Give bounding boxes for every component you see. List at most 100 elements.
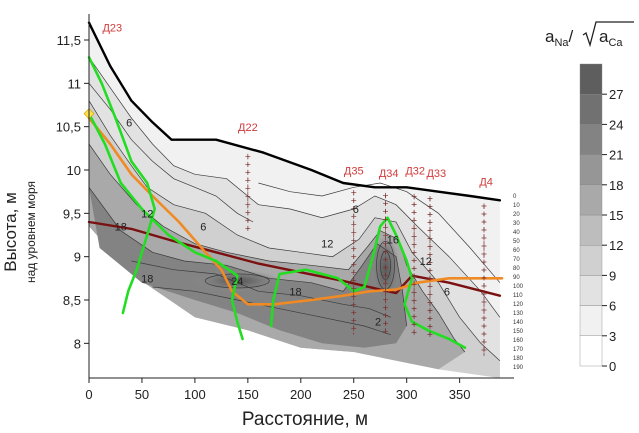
sample-cross-icon (245, 201, 251, 207)
sample-cross-icon (351, 213, 357, 219)
sample-cross-icon (351, 189, 357, 195)
depth-scale-label: 40 (513, 230, 520, 236)
site-label-Д32: Д32 (405, 165, 425, 177)
colorbar-tick-label: 21 (609, 148, 623, 163)
sample-cross-icon (411, 265, 417, 271)
y-tick-label: 11 (68, 76, 82, 91)
contour-value-label: 6 (126, 117, 132, 129)
sample-cross-icon (481, 243, 487, 249)
sample-cross-icon (383, 312, 389, 318)
y-tick-label: 10,5 (56, 120, 81, 135)
sample-cross-icon (411, 249, 417, 255)
depth-scale-label: 130 (513, 311, 524, 317)
sample-cross-icon (383, 192, 389, 198)
sample-cross-icon (351, 197, 357, 203)
sample-cross-icon (481, 315, 487, 321)
sample-cross-icon (427, 220, 433, 226)
sample-cross-icon (481, 347, 487, 353)
depth-scale-label: 100 (513, 284, 524, 290)
contour-line-8 (152, 286, 391, 336)
depth-scale-label: 0 (513, 194, 517, 200)
site-label-Д4: Д4 (479, 177, 493, 189)
sample-cross-icon (351, 325, 357, 331)
sqrt-sign-icon (582, 21, 634, 48)
series-green-line-2 (87, 112, 244, 341)
colorbar-step (579, 244, 603, 276)
sample-cross-icon (383, 288, 389, 294)
colorbar-title-sub2: Ca (608, 37, 623, 49)
sample-cross-icon (411, 241, 417, 247)
sample-cross-icon (351, 261, 357, 267)
sample-cross-icon (411, 281, 417, 287)
sample-cross-icon (427, 292, 433, 298)
y-axis-ticks: 8 8,5 9 9,5 10 10,5 11 11,5 (56, 33, 89, 351)
colorbar-step (579, 93, 603, 125)
colorbar-tick-label: 0 (609, 359, 616, 374)
depth-scale-label: 180 (513, 356, 524, 362)
contour-line-7 (131, 260, 391, 318)
sample-cross-icon (427, 332, 433, 338)
sample-cross-icon (411, 313, 417, 319)
sample-cross-icon (411, 217, 417, 223)
x-tick-label: 200 (290, 387, 312, 402)
sample-cross-icon (351, 229, 357, 235)
x-tick-label: 50 (135, 387, 149, 402)
x-tick-label: 150 (237, 387, 259, 402)
colorbar-title: aNa/ aCa (545, 21, 634, 49)
concentration-field (89, 22, 500, 378)
x-axis-ticks: 0 50 100 150 200 250 300 350 (85, 378, 470, 402)
colorbar-tick-label: 27 (609, 87, 623, 102)
sample-cross-icon (383, 320, 389, 326)
sample-cross-icon (481, 227, 487, 233)
contour-value-label: 24 (231, 276, 243, 288)
sample-cross-icon (351, 253, 357, 259)
colorbar-title-a2: a (599, 27, 609, 46)
sample-cross-icon (427, 260, 433, 266)
sample-cross-icon (481, 331, 487, 337)
contour-value-label: 16 (387, 234, 399, 246)
sample-cross-icon (411, 257, 417, 263)
sample-cross-icon (427, 228, 433, 234)
sample-cross-icon (383, 296, 389, 302)
colorbar-tick-label: 3 (609, 329, 616, 344)
depth-scale-label: 170 (513, 347, 524, 353)
sample-cross-icon (427, 308, 433, 314)
sample-cross-icon (383, 256, 389, 262)
y-axis-subtitle: над уровнем моря (24, 181, 38, 283)
borehole-sites: Д23 Д22 Д35 Д34 Д32 Д33 Д4 0 10 20 30 40 50 60 70 80 90 1… (102, 22, 523, 371)
sample-cross-icon (481, 251, 487, 257)
sample-cross-icon (481, 267, 487, 273)
sample-cross-icon (383, 224, 389, 230)
contour-value-label: 2 (375, 317, 381, 329)
colorbar-tick-label: 9 (609, 268, 616, 283)
sample-cross-icon (411, 305, 417, 311)
contour-value-label: 6 (444, 286, 450, 298)
contour-value-label: 12 (321, 239, 333, 251)
sample-cross-icon (427, 316, 433, 322)
sample-cross-icon (427, 236, 433, 242)
contour-value-label: 18 (115, 221, 127, 233)
depth-scale-label: 30 (513, 221, 520, 227)
sample-cross-icon (245, 177, 251, 183)
sample-cross-icon (427, 244, 433, 250)
sample-cross-icon (351, 285, 357, 291)
colorbar-step (579, 305, 603, 337)
y-tick-label: 8 (74, 336, 81, 351)
depth-scale-label: 120 (513, 302, 524, 308)
series-ground-surface (87, 21, 502, 202)
colorbar-step (579, 335, 603, 367)
colorbar-steps (579, 63, 603, 367)
contour-value-labels: 6 6 6 6 12 12 12 18 18 18 24 16 2 (115, 117, 450, 328)
colorbar-step (579, 275, 603, 306)
sample-cross-icon (427, 324, 433, 330)
sample-cross-icon (383, 272, 389, 278)
colorbar-title-a1: a (545, 27, 555, 46)
sample-cross-icon (351, 277, 357, 283)
contour-loop-west (204, 273, 270, 289)
sample-cross-icon (383, 216, 389, 222)
sample-cross-icon (411, 273, 417, 279)
sample-cross-icon (383, 328, 389, 334)
sample-cross-icon (481, 307, 487, 313)
sample-cross-icon (427, 276, 433, 282)
sample-cross-icon (481, 219, 487, 225)
